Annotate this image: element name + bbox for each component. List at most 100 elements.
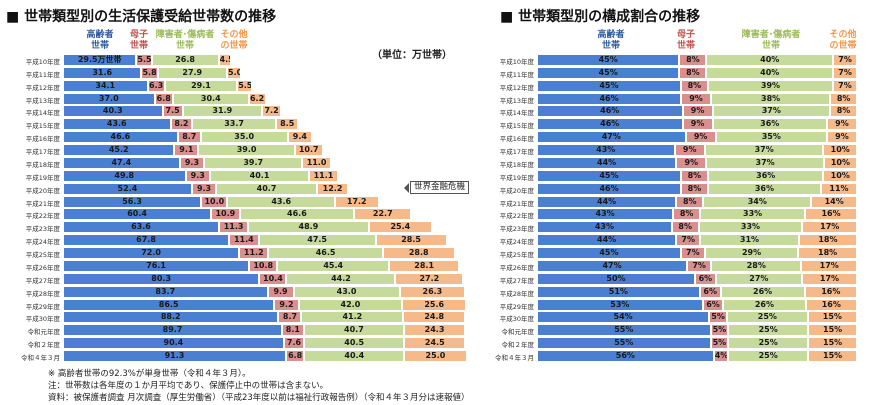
bar-other: 4.5	[219, 55, 231, 65]
bar-elderly: 45.2	[64, 145, 174, 156]
row-label-pct: 平成29年度	[499, 302, 534, 311]
bar-single-mother: 7.5	[163, 106, 182, 117]
pct-bar-disabled: 40%	[707, 55, 833, 65]
header-other: その他 の世帯	[220, 30, 248, 51]
bar-elderly: 52.4	[64, 183, 191, 194]
bar-single-mother: 9.3	[186, 170, 210, 181]
pct-bar-disabled: 33%	[701, 209, 805, 220]
pct-bar-single-mother: 9%	[686, 132, 715, 143]
bar-single-mother: 8.2	[171, 119, 192, 130]
bar-single-mother: 10.8	[250, 260, 277, 271]
pct-bar-elderly: 43%	[538, 209, 673, 220]
row-label: 平成20年度	[25, 186, 60, 195]
pct-bar-disabled: 27%	[716, 273, 801, 284]
pct-bar-disabled: 26%	[724, 299, 805, 310]
pct-bar-elderly: 54%	[538, 312, 709, 323]
bar-other: 8.5	[276, 119, 298, 130]
pct-bar-single-mother: 9%	[677, 157, 706, 168]
footnote-3: 資料：被保護者調査 月次調査（厚生労働省）（平成23年度以前は福祉行政報告例）（…	[48, 393, 470, 403]
pct-bar-other: 8%	[831, 106, 856, 117]
row-label: 平成15年度	[25, 122, 60, 131]
pct-bar-single-mother: 7%	[688, 260, 711, 271]
bar-disabled: 33.7	[193, 119, 275, 130]
bar-other: 24.3	[405, 325, 464, 336]
row-label-pct: 平成19年度	[499, 173, 534, 182]
row-label-pct: 平成13年度	[499, 96, 534, 105]
row-label-pct: 平成14年度	[499, 109, 534, 118]
pct-bar-elderly: 46%	[538, 93, 681, 104]
bar-single-mother: 6.8	[155, 93, 172, 104]
pct-bar-disabled: 37%	[707, 157, 823, 168]
row-label-pct: 平成30年度	[499, 315, 534, 324]
pct-bar-elderly: 46%	[538, 106, 682, 117]
row-label: 平成28年度	[25, 289, 60, 298]
pct-bar-other: 7%	[834, 55, 856, 65]
bar-elderly: 29.5万世帯	[64, 55, 136, 65]
pct-bar-elderly: 44%	[538, 235, 676, 246]
pct-bar-single-mother: 8%	[672, 222, 698, 233]
pct-bar-other: 11%	[822, 183, 856, 194]
pct-bar-elderly: 43%	[538, 222, 671, 233]
bar-other: 5.5	[238, 80, 252, 91]
row-label: 平成25年度	[25, 251, 60, 260]
pct-bar-single-mother: 8%	[681, 80, 708, 91]
bar-elderly: 67.8	[64, 235, 229, 246]
pct-bar-other: 10%	[824, 145, 856, 156]
pct-bar-disabled: 36%	[708, 183, 820, 194]
row-label-pct: 令和２年度	[501, 341, 535, 350]
pct-bar-single-mother: 6%	[703, 299, 723, 310]
bar-disabled: 26.8	[152, 55, 218, 65]
bar-other: 28.5	[376, 235, 446, 246]
pct-bar-disabled: 29%	[705, 248, 798, 259]
bar-single-mother: 9.1	[175, 145, 198, 156]
row-label-pct: 平成25年度	[499, 251, 534, 260]
bar-single-mother: 10.4	[260, 273, 286, 284]
bar-disabled: 40.1	[211, 170, 309, 181]
pct-bar-single-mother: 5%	[710, 312, 726, 323]
pct-bar-elderly: 43%	[538, 145, 674, 156]
pct-bar-elderly: 45%	[538, 170, 680, 181]
bar-elderly: 86.5	[64, 299, 274, 310]
bar-single-mother: 5.8	[142, 67, 157, 78]
pct-bar-elderly: 44%	[538, 196, 676, 207]
pct-bar-other: 15%	[809, 325, 856, 336]
row-label-pct: 平成22年度	[499, 212, 534, 221]
bar-single-mother: 5.5	[137, 55, 151, 65]
bar-single-mother: 9.3	[192, 183, 216, 194]
bar-disabled: 45.4	[278, 260, 389, 271]
row-label: 平成30年度	[25, 315, 60, 324]
bar-other: 6.2	[249, 93, 265, 104]
footnote-1: ※ 高齢者世帯の92.3%が単身世帯（令和４年３月）。	[48, 369, 251, 379]
pct-bar-single-mother: 6%	[696, 273, 715, 284]
row-label: 平成14年度	[25, 109, 60, 118]
pct-bar-elderly: 46%	[538, 119, 682, 130]
bar-disabled: 42.0	[299, 299, 402, 310]
pct-bar-single-mother: 8%	[681, 170, 708, 181]
row-label-pct: 平成28年度	[499, 289, 534, 298]
pct-bar-elderly: 45%	[538, 80, 680, 91]
pct-bar-elderly: 47%	[538, 260, 687, 271]
pct-bar-single-mother: 8%	[674, 209, 700, 220]
pct-bar-other: 18%	[799, 235, 856, 246]
pct-bar-elderly: 47%	[538, 132, 685, 143]
pct-bar-elderly: 45%	[538, 55, 679, 65]
row-label: 平成10年度	[25, 58, 60, 66]
row-label: 平成24年度	[25, 238, 60, 247]
bar-other: 11.0	[303, 157, 330, 168]
bar-elderly: 43.6	[64, 119, 170, 130]
financial-crisis-annotation: 世界金融危機	[403, 181, 470, 194]
pct-bar-single-mother: 8%	[680, 55, 706, 65]
header-pct-other: その他 の世帯	[829, 30, 857, 51]
row-label-pct: 平成24年度	[499, 238, 534, 247]
bar-other: 17.2	[335, 196, 378, 207]
pct-bar-other: 15%	[809, 338, 856, 349]
pct-bar-disabled: 35%	[716, 132, 826, 143]
bar-elderly: 31.6	[64, 67, 141, 78]
bar-disabled: 40.7	[217, 183, 316, 194]
header-pct-disabled: 障害者･傷病者 世帯	[741, 30, 801, 51]
pct-bar-other: 18%	[799, 248, 856, 259]
pct-bar-elderly: 50%	[538, 273, 694, 284]
pct-bar-disabled: 25%	[729, 338, 808, 349]
row-label: 平成19年度	[25, 173, 60, 182]
bar-other: 5.0	[228, 67, 241, 78]
